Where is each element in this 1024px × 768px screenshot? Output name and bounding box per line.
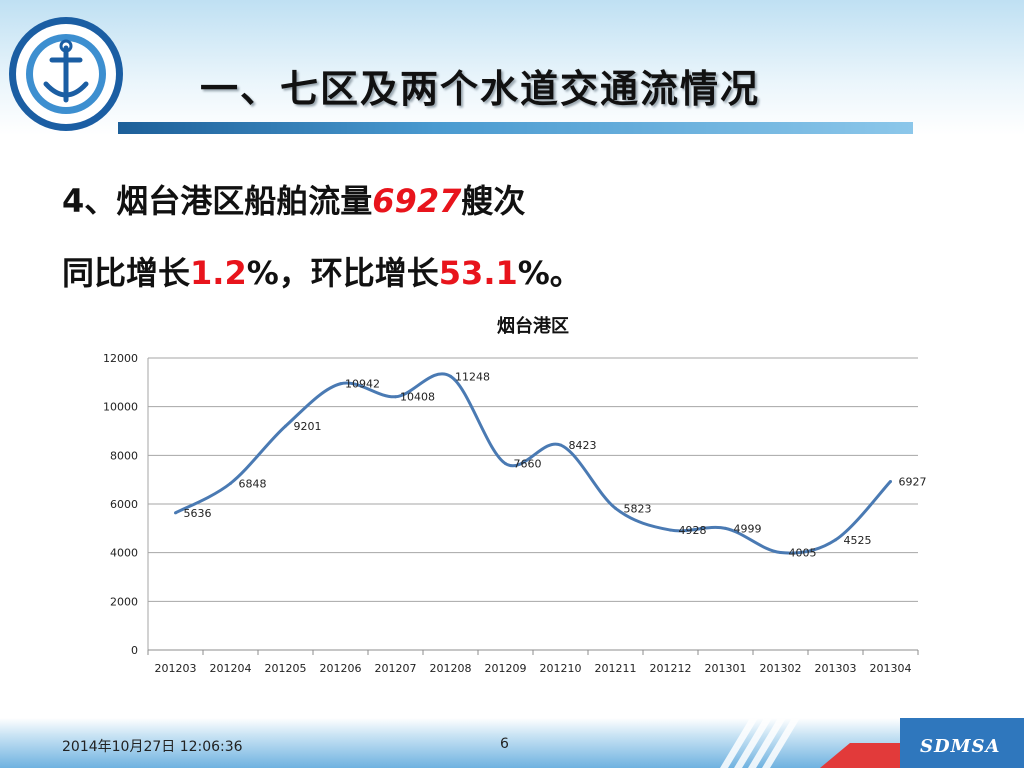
data-point [229, 481, 232, 485]
data-label: 6927 [899, 475, 927, 488]
x-tick-label: 201303 [815, 662, 857, 675]
data-point [559, 443, 562, 447]
footer-brand: SDMSA [920, 736, 1001, 757]
summary-end: %。 [517, 254, 582, 292]
data-point [614, 506, 617, 510]
data-point [504, 462, 507, 466]
slide-title: 一、七区及两个水道交通流情况 [200, 67, 761, 111]
yoy-label: 同比增长 [62, 254, 191, 292]
data-point [834, 538, 837, 542]
x-tick-label: 201205 [265, 662, 307, 675]
data-point [284, 424, 287, 428]
data-label: 11248 [455, 370, 490, 383]
x-tick-label: 201208 [430, 662, 472, 675]
china-msa-logo [9, 17, 123, 131]
y-tick-label: 12000 [103, 352, 138, 365]
data-label: 5823 [624, 502, 652, 515]
x-tick-label: 201207 [375, 662, 417, 675]
x-tick-label: 201212 [650, 662, 692, 675]
footer-brand-panel [900, 718, 1024, 768]
data-label: 10942 [345, 378, 380, 391]
data-label: 4928 [679, 524, 707, 537]
chart-title: 烟台港区 [497, 315, 569, 337]
y-tick-label: 4000 [110, 547, 138, 560]
y-tick-label: 6000 [110, 498, 138, 511]
x-tick-label: 201203 [155, 662, 197, 675]
traffic-volume-value: 6927 [372, 182, 462, 220]
data-label: 9201 [294, 420, 322, 433]
data-point [779, 551, 782, 555]
yoy-value: 1.2 [190, 254, 247, 292]
data-label: 4005 [789, 547, 817, 560]
summary-prefix: 4、烟台港区船舶流量 [62, 182, 373, 220]
data-point [889, 479, 892, 483]
data-point [339, 382, 342, 386]
data-point [669, 528, 672, 532]
footer-datetime: 2014年10月27日 12:06:36 [62, 739, 243, 755]
page-number: 6 [500, 736, 509, 752]
data-point [724, 526, 727, 530]
x-tick-label: 201302 [760, 662, 802, 675]
data-label: 4999 [734, 522, 762, 535]
traffic-summary-line: 4、烟台港区船舶流量6927艘次 [62, 176, 525, 222]
data-label: 5636 [184, 507, 212, 520]
y-tick-label: 0 [131, 644, 138, 657]
mom-value: 53.1 [438, 254, 518, 292]
x-tick-label: 201301 [705, 662, 747, 675]
header-stripe [118, 122, 913, 134]
data-label: 7660 [514, 458, 542, 471]
header-band [0, 0, 1024, 135]
data-label: 6848 [239, 477, 267, 490]
mom-label: %，环比增长 [246, 254, 439, 292]
y-tick-label: 10000 [103, 401, 138, 414]
x-tick-label: 201204 [210, 662, 252, 675]
data-point [174, 511, 177, 515]
x-tick-label: 201209 [485, 662, 527, 675]
growth-summary-line: 同比增长1.2%，环比增长53.1%。 [62, 248, 582, 294]
data-label: 10408 [400, 391, 435, 404]
data-point [449, 374, 452, 378]
series-line [174, 372, 892, 555]
data-label: 8423 [569, 439, 597, 452]
y-tick-label: 8000 [110, 449, 138, 462]
summary-unit: 艘次 [461, 182, 526, 220]
y-tick-label: 2000 [110, 595, 138, 608]
x-tick-label: 201210 [540, 662, 582, 675]
x-tick-label: 201211 [595, 662, 637, 675]
x-tick-label: 201206 [320, 662, 362, 675]
x-tick-label: 201304 [870, 662, 912, 675]
data-label: 4525 [844, 534, 872, 547]
data-point [394, 395, 397, 399]
footer-stripes [720, 718, 910, 768]
